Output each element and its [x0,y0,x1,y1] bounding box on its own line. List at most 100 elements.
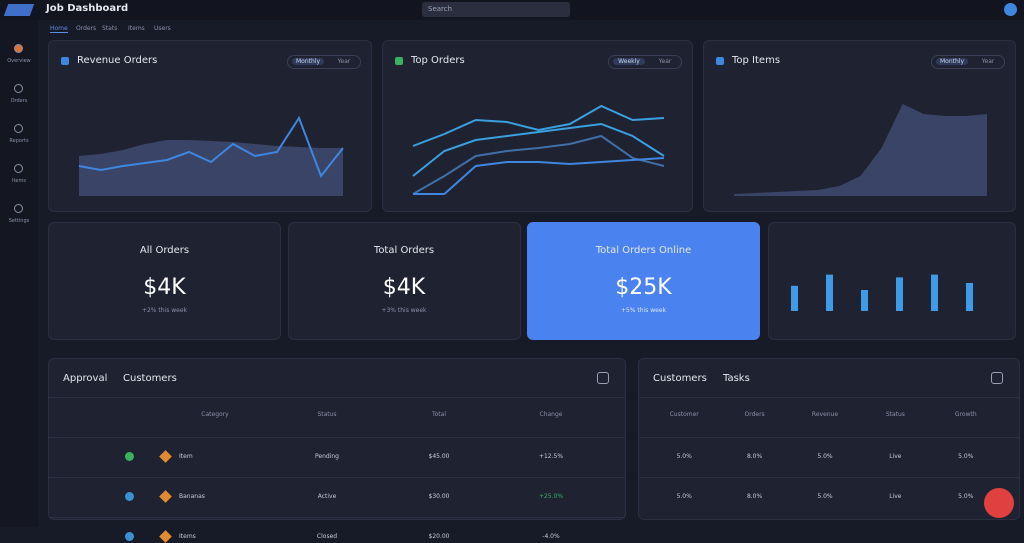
search-box[interactable]: Search [422,2,570,17]
sidebar [0,20,38,527]
cell: 5.0% [676,453,692,460]
tab[interactable]: Orders [76,25,97,32]
logo [3,4,35,16]
table-subtitle: Tasks [723,373,750,384]
cell: 5.0% [958,453,974,460]
nav-icon[interactable] [14,204,23,213]
line [78,115,344,179]
column-header: Status [885,411,905,418]
table-subtitle: Customers [123,373,177,384]
export-icon[interactable] [991,372,1003,384]
row-icon [159,530,172,543]
divider [49,517,625,518]
brand: Job Dashboard [46,3,129,14]
stat-card: Total Orders Online $25K +5% this week [527,222,760,340]
toggle-option[interactable]: Year [981,58,995,65]
nav-icon[interactable] [14,164,23,173]
column-header: Total [431,411,446,418]
cell: Pending [315,453,339,460]
nav-label[interactable]: Reports [9,138,29,144]
toggle: Weekly Year [608,55,682,69]
chart [734,104,987,196]
nav-label[interactable]: Items [12,178,26,184]
cell: 5.0% [817,453,833,460]
bar [826,274,833,311]
line [412,122,665,177]
tab[interactable]: Items [128,25,145,32]
column-header: Orders [744,411,765,418]
cell: 5.0% [676,493,692,500]
chart [78,115,344,196]
table-panel: Customers Tasks Customer Orders Revenue Statu… [638,358,1020,520]
table-panel: Approval Customers Category Status Total Chan… [48,358,626,543]
column-header: Revenue [811,411,839,418]
table-title: Customers [653,373,707,384]
toggle-option[interactable]: Year [337,58,351,65]
bar [791,285,798,311]
toggle-option[interactable]: Weekly [613,58,645,65]
divider [639,477,1019,478]
chart [412,104,665,195]
column-header: Customer [669,411,699,418]
card-label: Total Orders Online [595,245,692,256]
nav-icon[interactable] [14,124,23,133]
cell: +25.0% [538,493,564,500]
bar-panel [768,222,1016,340]
line [413,157,665,195]
nav-label[interactable]: Settings [8,218,30,224]
tab[interactable]: Users [154,25,171,32]
toggle-option[interactable]: Monthly [936,58,968,65]
divider [49,397,625,398]
cell: Live [889,453,902,460]
column-header: Growth [954,411,977,418]
card-value: $4K [382,275,426,300]
cell: 5.0% [958,493,974,500]
toggle: Monthly Year [287,55,361,69]
cell: 8.0% [746,493,763,500]
card-label: All Orders [139,245,190,256]
cell: -4.0% [542,533,560,540]
bar [896,277,903,311]
nav-label[interactable]: Overview [7,58,31,64]
bar [931,274,938,311]
cell: $20.00 [428,533,450,540]
cell: $30.00 [428,493,450,500]
toggle-option[interactable]: Monthly [292,58,324,65]
panel-title: Top Orders [411,55,465,66]
row-icon [125,492,134,501]
nav-icon[interactable] [14,44,23,53]
chart-panel: Top Items Monthly Year [703,40,1016,212]
card-note: +5% this week [620,307,667,314]
nav-icon[interactable] [14,84,23,93]
help-button[interactable] [984,488,1014,518]
nav-label[interactable]: Orders [10,98,28,104]
tab[interactable]: Stats [102,25,118,32]
row-icon [125,532,134,541]
column-header: Status [317,411,337,418]
divider [639,437,1019,438]
toggle: Monthly Year [931,55,1005,69]
avatar[interactable] [1004,3,1017,16]
tab[interactable]: Home [50,25,68,33]
cell: Item [179,453,193,460]
cell: 8.0% [746,453,763,460]
export-icon[interactable] [597,372,609,384]
area [79,140,343,196]
card-note: +2% this week [141,307,188,314]
divider [49,437,625,438]
divider [49,477,625,478]
chart-panel: Revenue Orders Monthly Year [48,40,372,212]
chart-panel: Top Orders Weekly Year [382,40,693,212]
bar [966,283,973,311]
cell: Active [317,493,337,500]
line [412,134,665,195]
toggle-option[interactable]: Year [658,58,672,65]
line [412,104,665,147]
cell: 5.0% [817,493,833,500]
panel-title: Top Items [732,55,781,66]
column-header: Category [201,411,229,418]
card-note: +3% this week [381,307,427,314]
cell: Live [889,493,902,500]
row-icon [125,452,134,461]
card-value: $4K [143,275,186,300]
